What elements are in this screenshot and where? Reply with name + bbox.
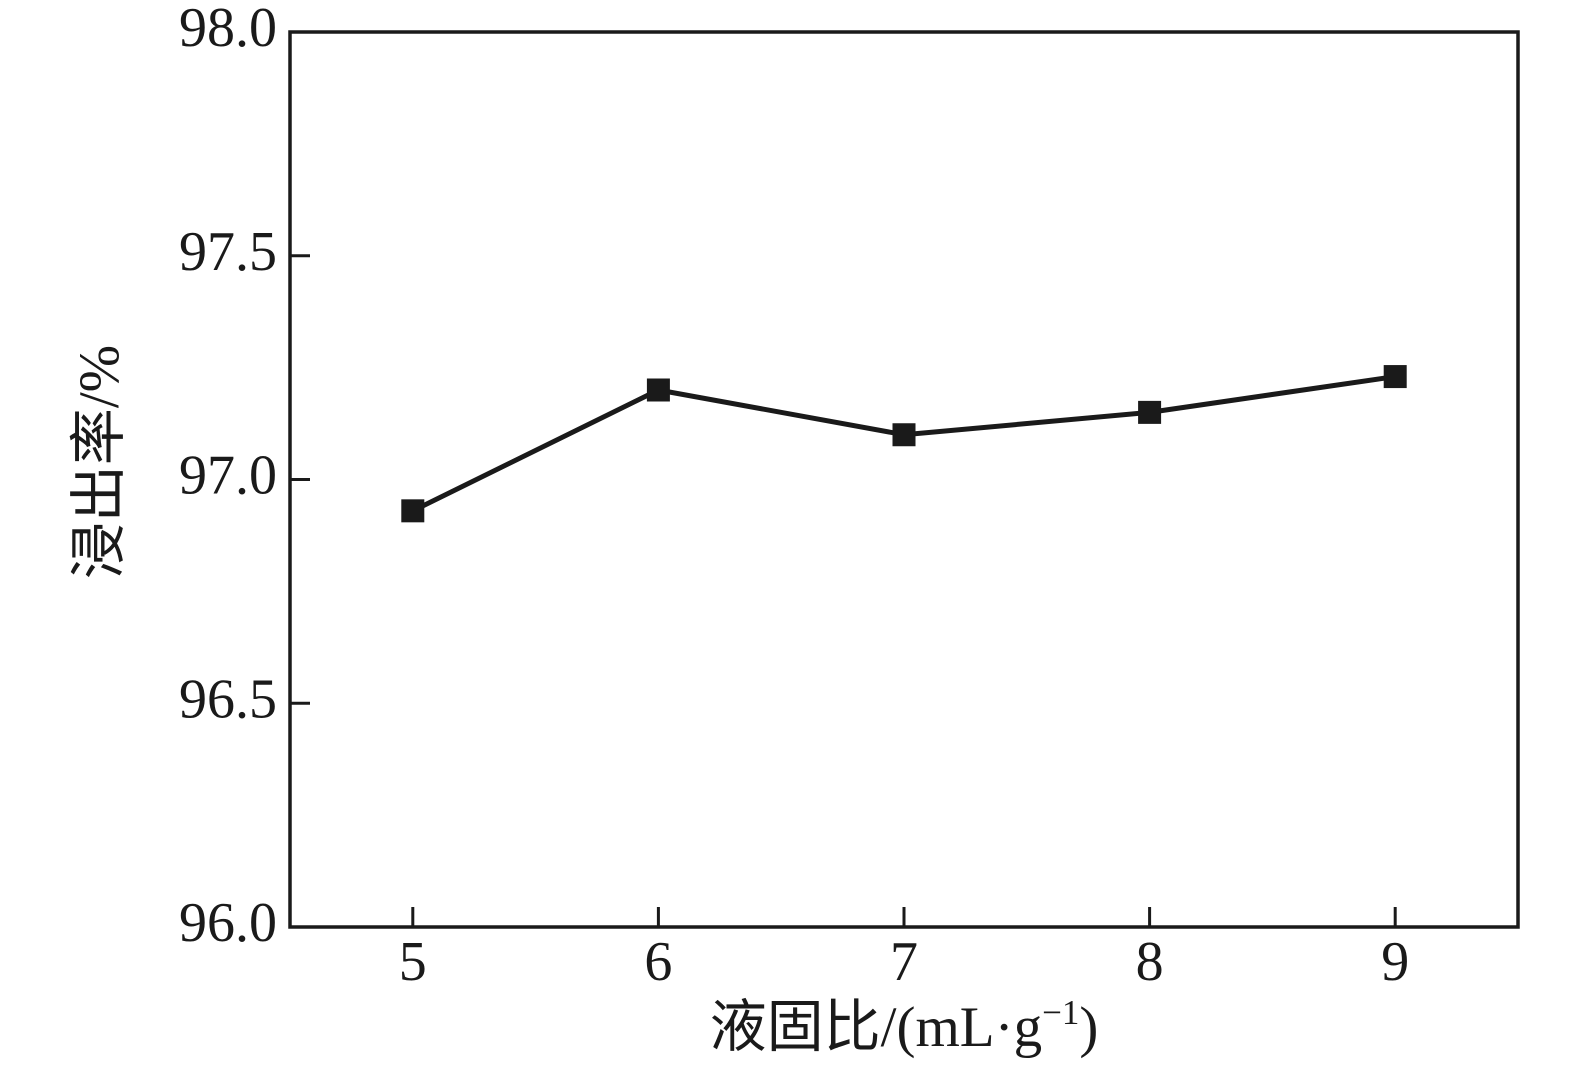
data-point-marker — [646, 378, 670, 402]
y-tick-label: 96.0 — [179, 892, 277, 954]
data-point-marker — [892, 423, 916, 447]
data-point-marker — [1138, 400, 1162, 424]
x-tick-label: 7 — [890, 931, 918, 993]
y-tick-label: 96.5 — [179, 668, 277, 730]
x-tick-label: 5 — [399, 931, 427, 993]
y-tick-label: 98.0 — [179, 0, 277, 59]
x-tick-label: 9 — [1381, 931, 1409, 993]
data-point-marker — [401, 499, 425, 523]
y-axis-title: 浸出率/% — [68, 345, 131, 579]
x-axis-title: 液固比/(mL·g−1) — [710, 993, 1099, 1059]
x-tick-label: 8 — [1136, 931, 1164, 993]
y-tick-label: 97.0 — [179, 445, 277, 507]
data-point-marker — [1383, 365, 1407, 389]
y-tick-label: 97.5 — [179, 221, 277, 283]
x-tick-label: 6 — [644, 931, 672, 993]
